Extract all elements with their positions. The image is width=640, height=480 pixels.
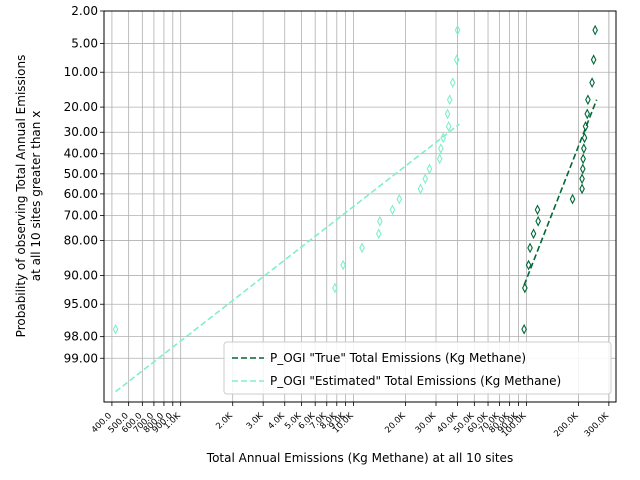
y-axis-label-line-1: Probability of observing Total Annual Em… xyxy=(14,55,28,338)
y-tick-label: 90.00 xyxy=(64,268,98,282)
y-tick-label: 20.00 xyxy=(64,100,98,114)
y-tick-label: 30.00 xyxy=(64,125,98,139)
y-tick-label: 5.00 xyxy=(71,36,98,50)
x-tick-label: 4.0K xyxy=(266,411,287,432)
true-emissions-point xyxy=(592,24,598,36)
estimated-emissions-point xyxy=(445,121,452,132)
estimated-emissions-point xyxy=(422,173,429,185)
fit-line-0 xyxy=(523,99,598,286)
y-tick-label: 50.00 xyxy=(64,167,98,181)
y-tick-label: 60.00 xyxy=(64,187,98,201)
true-emissions-point xyxy=(579,173,585,185)
x-axis-label: Total Annual Emissions (Kg Methane) at a… xyxy=(206,451,513,465)
true-emissions-point xyxy=(569,193,576,205)
true-emissions-point xyxy=(582,121,589,132)
estimated-emissions-point xyxy=(359,242,365,254)
plot-area-frame xyxy=(103,10,617,403)
legend-estimated-label: P_OGI "Estimated" Total Emissions (Kg Me… xyxy=(270,374,561,388)
true-emissions-point xyxy=(525,259,532,271)
y-tick-label: 2.00 xyxy=(71,4,98,18)
true-emissions-point xyxy=(579,163,586,175)
estimated-emissions-point xyxy=(438,143,444,154)
x-tick-label: 200.0K xyxy=(552,411,581,440)
x-tick-label: 20.0K xyxy=(383,411,408,436)
legend-box xyxy=(223,341,612,395)
x-tick-label: 3.0K xyxy=(245,411,266,432)
y-axis-ticks: 2.00 5.00 10.00 20.00 30.00 40.00 50.00 60.00 70… xyxy=(64,4,104,365)
y-tick-label: 99.00 xyxy=(64,351,98,365)
estimated-emissions-point xyxy=(454,24,461,36)
y-tick-label: 98.00 xyxy=(64,330,98,344)
estimated-emissions-point xyxy=(436,153,443,165)
legend-true-label: P_OGI "True" Total Emissions (Kg Methane… xyxy=(270,351,526,365)
true-emissions-point xyxy=(581,143,587,154)
estimated-emissions-point xyxy=(444,108,451,120)
estimated-emissions-point xyxy=(389,204,396,216)
estimated-emissions-point xyxy=(426,163,433,175)
estimated-emissions-point xyxy=(332,282,338,294)
y-tick-label: 95.00 xyxy=(64,297,98,311)
y-tick-label: 10.00 xyxy=(64,65,98,79)
y-tick-label: 80.00 xyxy=(64,234,98,248)
estimated-emissions-point xyxy=(446,94,453,106)
fit-line-1 xyxy=(115,123,460,393)
true-emissions-point xyxy=(521,323,527,335)
true-emissions-point xyxy=(527,242,533,254)
true-emissions-point xyxy=(581,132,588,144)
estimated-emissions-point xyxy=(340,259,346,271)
estimated-emissions-point xyxy=(440,132,446,144)
x-tick-label: 2.0K xyxy=(214,411,235,432)
true-emissions-point xyxy=(585,94,591,106)
x-tick-label: 30.0K xyxy=(414,411,439,436)
true-emissions-point xyxy=(579,183,585,195)
true-emissions-point xyxy=(534,204,541,216)
true-emissions-point xyxy=(530,228,537,240)
legend: P_OGI "True" Total Emissions (Kg Methane… xyxy=(223,341,612,395)
estimated-emissions-point xyxy=(377,215,383,227)
estimated-emissions-point xyxy=(453,54,460,66)
true-emissions-point xyxy=(522,282,528,294)
estimated-emissions-point xyxy=(396,193,403,205)
estimated-emissions-point xyxy=(449,77,456,89)
estimated-emissions-point xyxy=(417,183,424,195)
estimated-emissions-point xyxy=(112,323,119,335)
true-emissions-point xyxy=(589,77,595,89)
x-tick-label: 300.0K xyxy=(583,411,612,440)
true-emissions-point xyxy=(580,153,586,165)
estimated-emissions-point xyxy=(375,228,382,240)
y-tick-label: 70.00 xyxy=(64,208,98,222)
true-emissions-point xyxy=(535,215,541,227)
true-emissions-point xyxy=(590,54,597,66)
fit-lines xyxy=(115,99,598,393)
data-points xyxy=(112,24,598,335)
true-emissions-point xyxy=(584,108,591,120)
y-axis-label-line-2: at all 10 sites greater than x xyxy=(29,111,43,282)
y-tick-label: 40.00 xyxy=(64,147,98,161)
